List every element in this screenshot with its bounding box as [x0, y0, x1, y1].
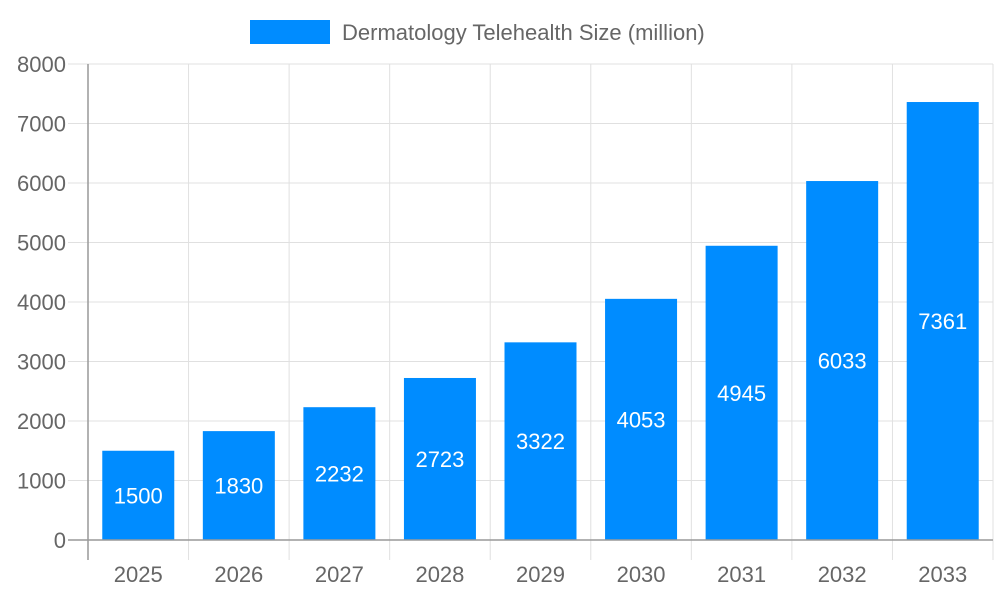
- legend-label: Dermatology Telehealth Size (million): [342, 20, 705, 45]
- bar: [906, 102, 979, 540]
- y-tick-label: 3000: [17, 350, 66, 375]
- legend-swatch: [250, 20, 330, 44]
- grid: [68, 63, 994, 560]
- legend[interactable]: Dermatology Telehealth Size (million): [250, 20, 705, 45]
- bars: 1500 1830 2232 2723 3322 4053 4945 6033 7361: [102, 102, 979, 540]
- x-tick-label: 2029: [516, 562, 565, 587]
- y-tick-label: 2000: [17, 409, 66, 434]
- x-tick-label: 2026: [214, 562, 263, 587]
- y-tick-label: 7000: [17, 112, 66, 137]
- bar: [504, 342, 577, 540]
- data-label: 1830: [214, 474, 263, 499]
- y-tick-label: 0: [54, 528, 66, 553]
- y-tick-label: 6000: [17, 171, 66, 196]
- bar: [102, 450, 175, 540]
- axes: 0 1000 2000 3000 4000 5000 6000 7000 8000 2025 202…: [17, 52, 993, 587]
- data-label: 4945: [717, 381, 766, 406]
- data-label: 7361: [918, 309, 967, 334]
- x-tick-label: 2032: [818, 562, 867, 587]
- y-tick-label: 4000: [17, 290, 66, 315]
- bar: [303, 407, 376, 540]
- data-label: 4053: [617, 407, 666, 432]
- bar: [806, 181, 879, 540]
- x-tick-label: 2028: [415, 562, 464, 587]
- data-label: 3322: [516, 429, 565, 454]
- x-tick-label: 2027: [315, 562, 364, 587]
- x-tick-label: 2031: [717, 562, 766, 587]
- y-tick-label: 5000: [17, 231, 66, 256]
- data-label: 1500: [114, 483, 163, 508]
- x-tick-label: 2033: [918, 562, 967, 587]
- x-tick-label: 2025: [114, 562, 163, 587]
- bar: [705, 245, 778, 540]
- bar: [605, 298, 678, 540]
- data-label: 2232: [315, 462, 364, 487]
- data-label: 2723: [415, 447, 464, 472]
- x-tick-label: 2030: [617, 562, 666, 587]
- y-tick-label: 8000: [17, 52, 66, 77]
- bar: [202, 431, 275, 540]
- bar: [403, 377, 476, 540]
- data-label: 6033: [818, 349, 867, 374]
- y-tick-label: 1000: [17, 469, 66, 494]
